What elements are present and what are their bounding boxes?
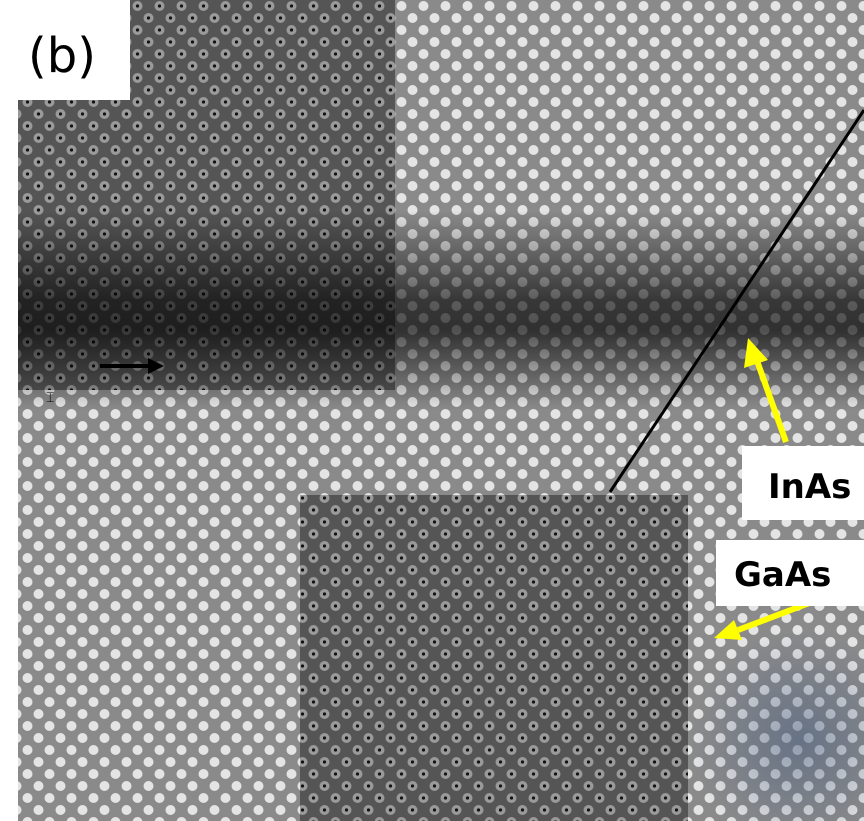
annotation-label: GaAs — [734, 555, 831, 595]
scale-mark: ⌶ — [46, 390, 54, 406]
page: ⌶ (b) InAs GaAs (() => { const data = JS… — [0, 0, 864, 821]
panel-label: (b) — [28, 28, 96, 84]
micrograph-figure: ⌶ (b) InAs GaAs — [0, 0, 864, 821]
annotation-label: InAs — [768, 467, 851, 507]
simulated-region-bottom — [300, 495, 688, 821]
dark-interface-band — [18, 210, 864, 410]
